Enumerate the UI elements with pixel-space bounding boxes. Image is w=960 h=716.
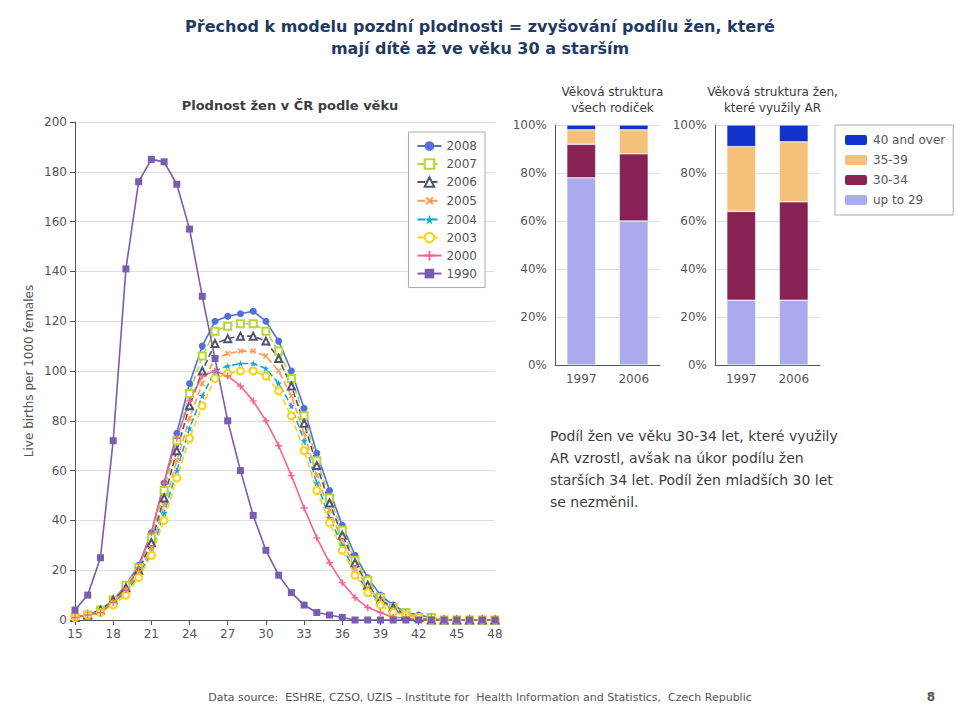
svg-text:120: 120 (44, 314, 67, 328)
svg-text:2004: 2004 (446, 213, 477, 227)
svg-text:Přechod k modelu pozdní plodno: Přechod k modelu pozdní plodnosti = zvyš… (185, 17, 775, 36)
svg-text:Live births per 1000 females: Live births per 1000 females (22, 285, 36, 457)
svg-text:se nezměnil.: se nezměnil. (550, 494, 639, 510)
svg-text:up to 29: up to 29 (873, 193, 923, 207)
svg-text:60%: 60% (680, 214, 707, 228)
svg-text:1990: 1990 (446, 267, 477, 281)
svg-text:Věková struktura: Věková struktura (562, 85, 664, 99)
svg-text:30: 30 (258, 627, 273, 641)
svg-text:33: 33 (296, 627, 311, 641)
svg-text:60%: 60% (520, 214, 547, 228)
svg-text:45: 45 (449, 627, 464, 641)
svg-text:35-39: 35-39 (873, 153, 908, 167)
svg-text:80%: 80% (520, 166, 547, 180)
svg-text:Data source: ESHRE, CZSO, UZI: Data source: ESHRE, CZSO, UZIS – Institu… (208, 691, 752, 704)
svg-text:140: 140 (44, 264, 67, 278)
svg-text:Podíl žen ve věku 30-34 let, k: Podíl žen ve věku 30-34 let, které využi… (550, 428, 838, 444)
svg-text:24: 24 (182, 627, 197, 641)
svg-text:27: 27 (220, 627, 235, 641)
svg-text:80%: 80% (680, 166, 707, 180)
svg-text:100: 100 (44, 364, 67, 378)
svg-text:40 and over: 40 and over (873, 133, 945, 147)
svg-text:AR vzrostl, avšak na úkor podí: AR vzrostl, avšak na úkor podílu žen (550, 450, 804, 466)
svg-text:mají dítě až ve věku 30 a star: mají dítě až ve věku 30 a starším (331, 39, 629, 58)
svg-text:15: 15 (67, 627, 82, 641)
svg-text:8: 8 (927, 690, 935, 704)
svg-text:40%: 40% (680, 262, 707, 276)
svg-text:48: 48 (487, 627, 502, 641)
svg-text:60: 60 (52, 464, 67, 478)
svg-text:21: 21 (144, 627, 159, 641)
svg-text:1997: 1997 (726, 372, 757, 386)
svg-text:20: 20 (52, 563, 67, 577)
svg-text:36: 36 (335, 627, 350, 641)
svg-text:1997: 1997 (566, 372, 597, 386)
svg-text:0: 0 (59, 613, 67, 627)
svg-text:160: 160 (44, 215, 67, 229)
svg-text:které využily AR: které využily AR (724, 101, 821, 115)
svg-text:42: 42 (411, 627, 426, 641)
svg-text:2000: 2000 (446, 249, 477, 263)
svg-text:180: 180 (44, 165, 67, 179)
svg-text:2003: 2003 (446, 231, 477, 245)
svg-text:0%: 0% (688, 358, 707, 372)
svg-text:všech rodiček: všech rodiček (571, 101, 654, 115)
svg-text:80: 80 (52, 414, 67, 428)
svg-text:2007: 2007 (446, 157, 477, 171)
svg-text:2006: 2006 (446, 175, 477, 189)
svg-text:20%: 20% (680, 310, 707, 324)
svg-text:2008: 2008 (446, 139, 477, 153)
svg-text:Věková struktura žen,: Věková struktura žen, (707, 85, 838, 99)
svg-text:Plodnost žen v ČR podle věku: Plodnost žen v ČR podle věku (182, 98, 399, 113)
svg-text:39: 39 (373, 627, 388, 641)
svg-text:100%: 100% (513, 118, 547, 132)
svg-text:30-34: 30-34 (873, 173, 908, 187)
svg-text:2006: 2006 (778, 372, 809, 386)
svg-text:40: 40 (52, 513, 67, 527)
svg-text:40%: 40% (520, 262, 547, 276)
svg-text:starších 34 let. Podíl žen mla: starších 34 let. Podíl žen mladších 30 l… (550, 472, 833, 488)
svg-text:18: 18 (106, 627, 121, 641)
svg-text:2006: 2006 (618, 372, 649, 386)
svg-text:0%: 0% (528, 358, 547, 372)
svg-text:20%: 20% (520, 310, 547, 324)
svg-text:100%: 100% (673, 118, 707, 132)
svg-text:200: 200 (44, 115, 67, 129)
svg-text:2005: 2005 (446, 194, 477, 208)
